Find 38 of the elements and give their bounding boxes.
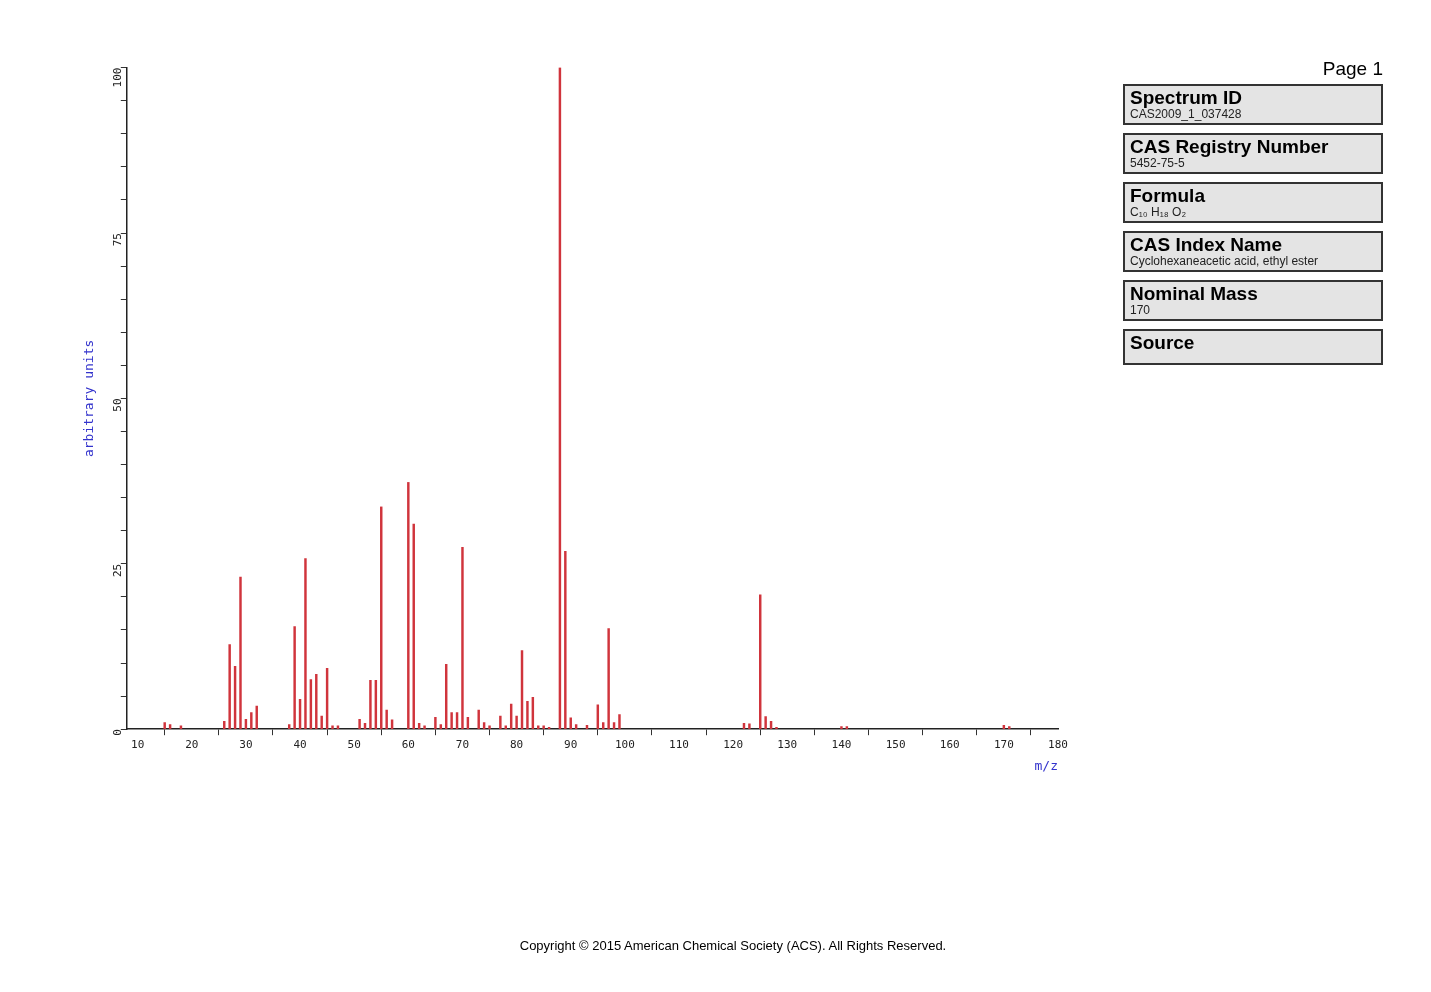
text: CAS2009_1_037428 bbox=[1130, 107, 1242, 121]
x-tick-label: 180 bbox=[1048, 737, 1068, 751]
y-tick-label: 100 bbox=[110, 67, 124, 88]
x-tick-label: 160 bbox=[939, 737, 960, 751]
x-tick-label: 110 bbox=[669, 737, 689, 751]
x-tick-label: 30 bbox=[239, 737, 253, 751]
text: Copyright © 2015 American Chemical Society (ACS). All Rights Reserved. bbox=[518, 938, 948, 953]
text: Cyclohexaneacetic acid, ethyl ester bbox=[1130, 254, 1319, 268]
x-tick-label: 50 bbox=[347, 737, 361, 751]
y-axis-title: arbitrary units bbox=[81, 339, 97, 458]
category-label: Spectrum ID bbox=[1130, 87, 1243, 108]
category-label: Formula bbox=[1130, 185, 1206, 206]
x-tick-label: 170 bbox=[993, 737, 1014, 751]
text: 5452-75-5 bbox=[1130, 156, 1185, 170]
x-tick-label: 60 bbox=[401, 737, 415, 751]
y-tick-label: 25 bbox=[110, 563, 124, 578]
category-label: CAS Index Name bbox=[1130, 234, 1284, 255]
text: Page 1 bbox=[1321, 58, 1383, 80]
x-tick-label: 140 bbox=[831, 737, 852, 751]
text: C₁₀ H₁₈ O₂ bbox=[1130, 205, 1187, 219]
x-tick-label: 10 bbox=[131, 737, 145, 751]
text: 170 bbox=[1130, 303, 1151, 317]
x-tick-label: 130 bbox=[777, 737, 798, 751]
x-tick-label: 70 bbox=[455, 737, 470, 751]
y-tick-label: 0 bbox=[110, 729, 124, 736]
category-label: CAS Registry Number bbox=[1130, 136, 1330, 157]
category-label: Nominal Mass bbox=[1130, 283, 1259, 304]
y-tick-label: 50 bbox=[110, 398, 124, 412]
x-tick-label: 40 bbox=[293, 737, 307, 751]
y-tick-label: 75 bbox=[110, 233, 124, 247]
category-label: Source bbox=[1130, 332, 1196, 353]
x-tick-label: 150 bbox=[885, 737, 906, 751]
x-tick-label: 120 bbox=[723, 737, 744, 751]
x-axis-title: m/z bbox=[1034, 757, 1058, 773]
x-tick-label: 20 bbox=[185, 737, 199, 751]
x-tick-label: 80 bbox=[509, 737, 524, 751]
x-tick-label: 100 bbox=[614, 737, 635, 751]
x-tick-label: 90 bbox=[564, 737, 578, 751]
